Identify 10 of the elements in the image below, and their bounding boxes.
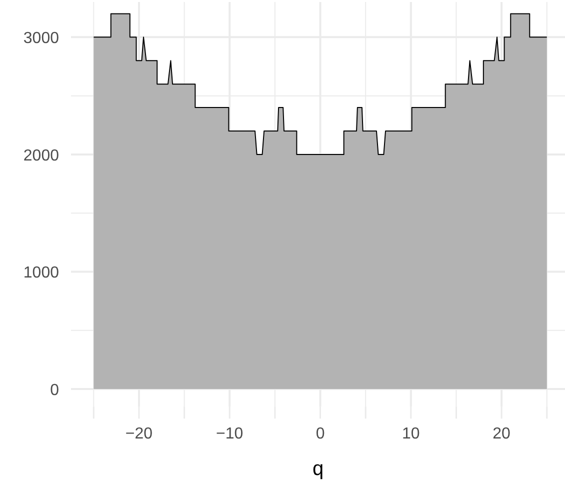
x-tick-label: 20 xyxy=(492,426,511,443)
y-tick-label: 1000 xyxy=(23,264,60,282)
x-tick-label: 10 xyxy=(402,426,420,443)
x-tick-label: −20 xyxy=(125,426,153,443)
x-tick-label: −10 xyxy=(216,426,244,443)
y-tick-label: 3000 xyxy=(23,30,60,48)
y-tick-label: 2000 xyxy=(23,147,60,164)
x-tick-label: 0 xyxy=(316,426,325,443)
y-tick-label: 0 xyxy=(50,382,60,400)
x-axis-title: q xyxy=(312,458,324,480)
